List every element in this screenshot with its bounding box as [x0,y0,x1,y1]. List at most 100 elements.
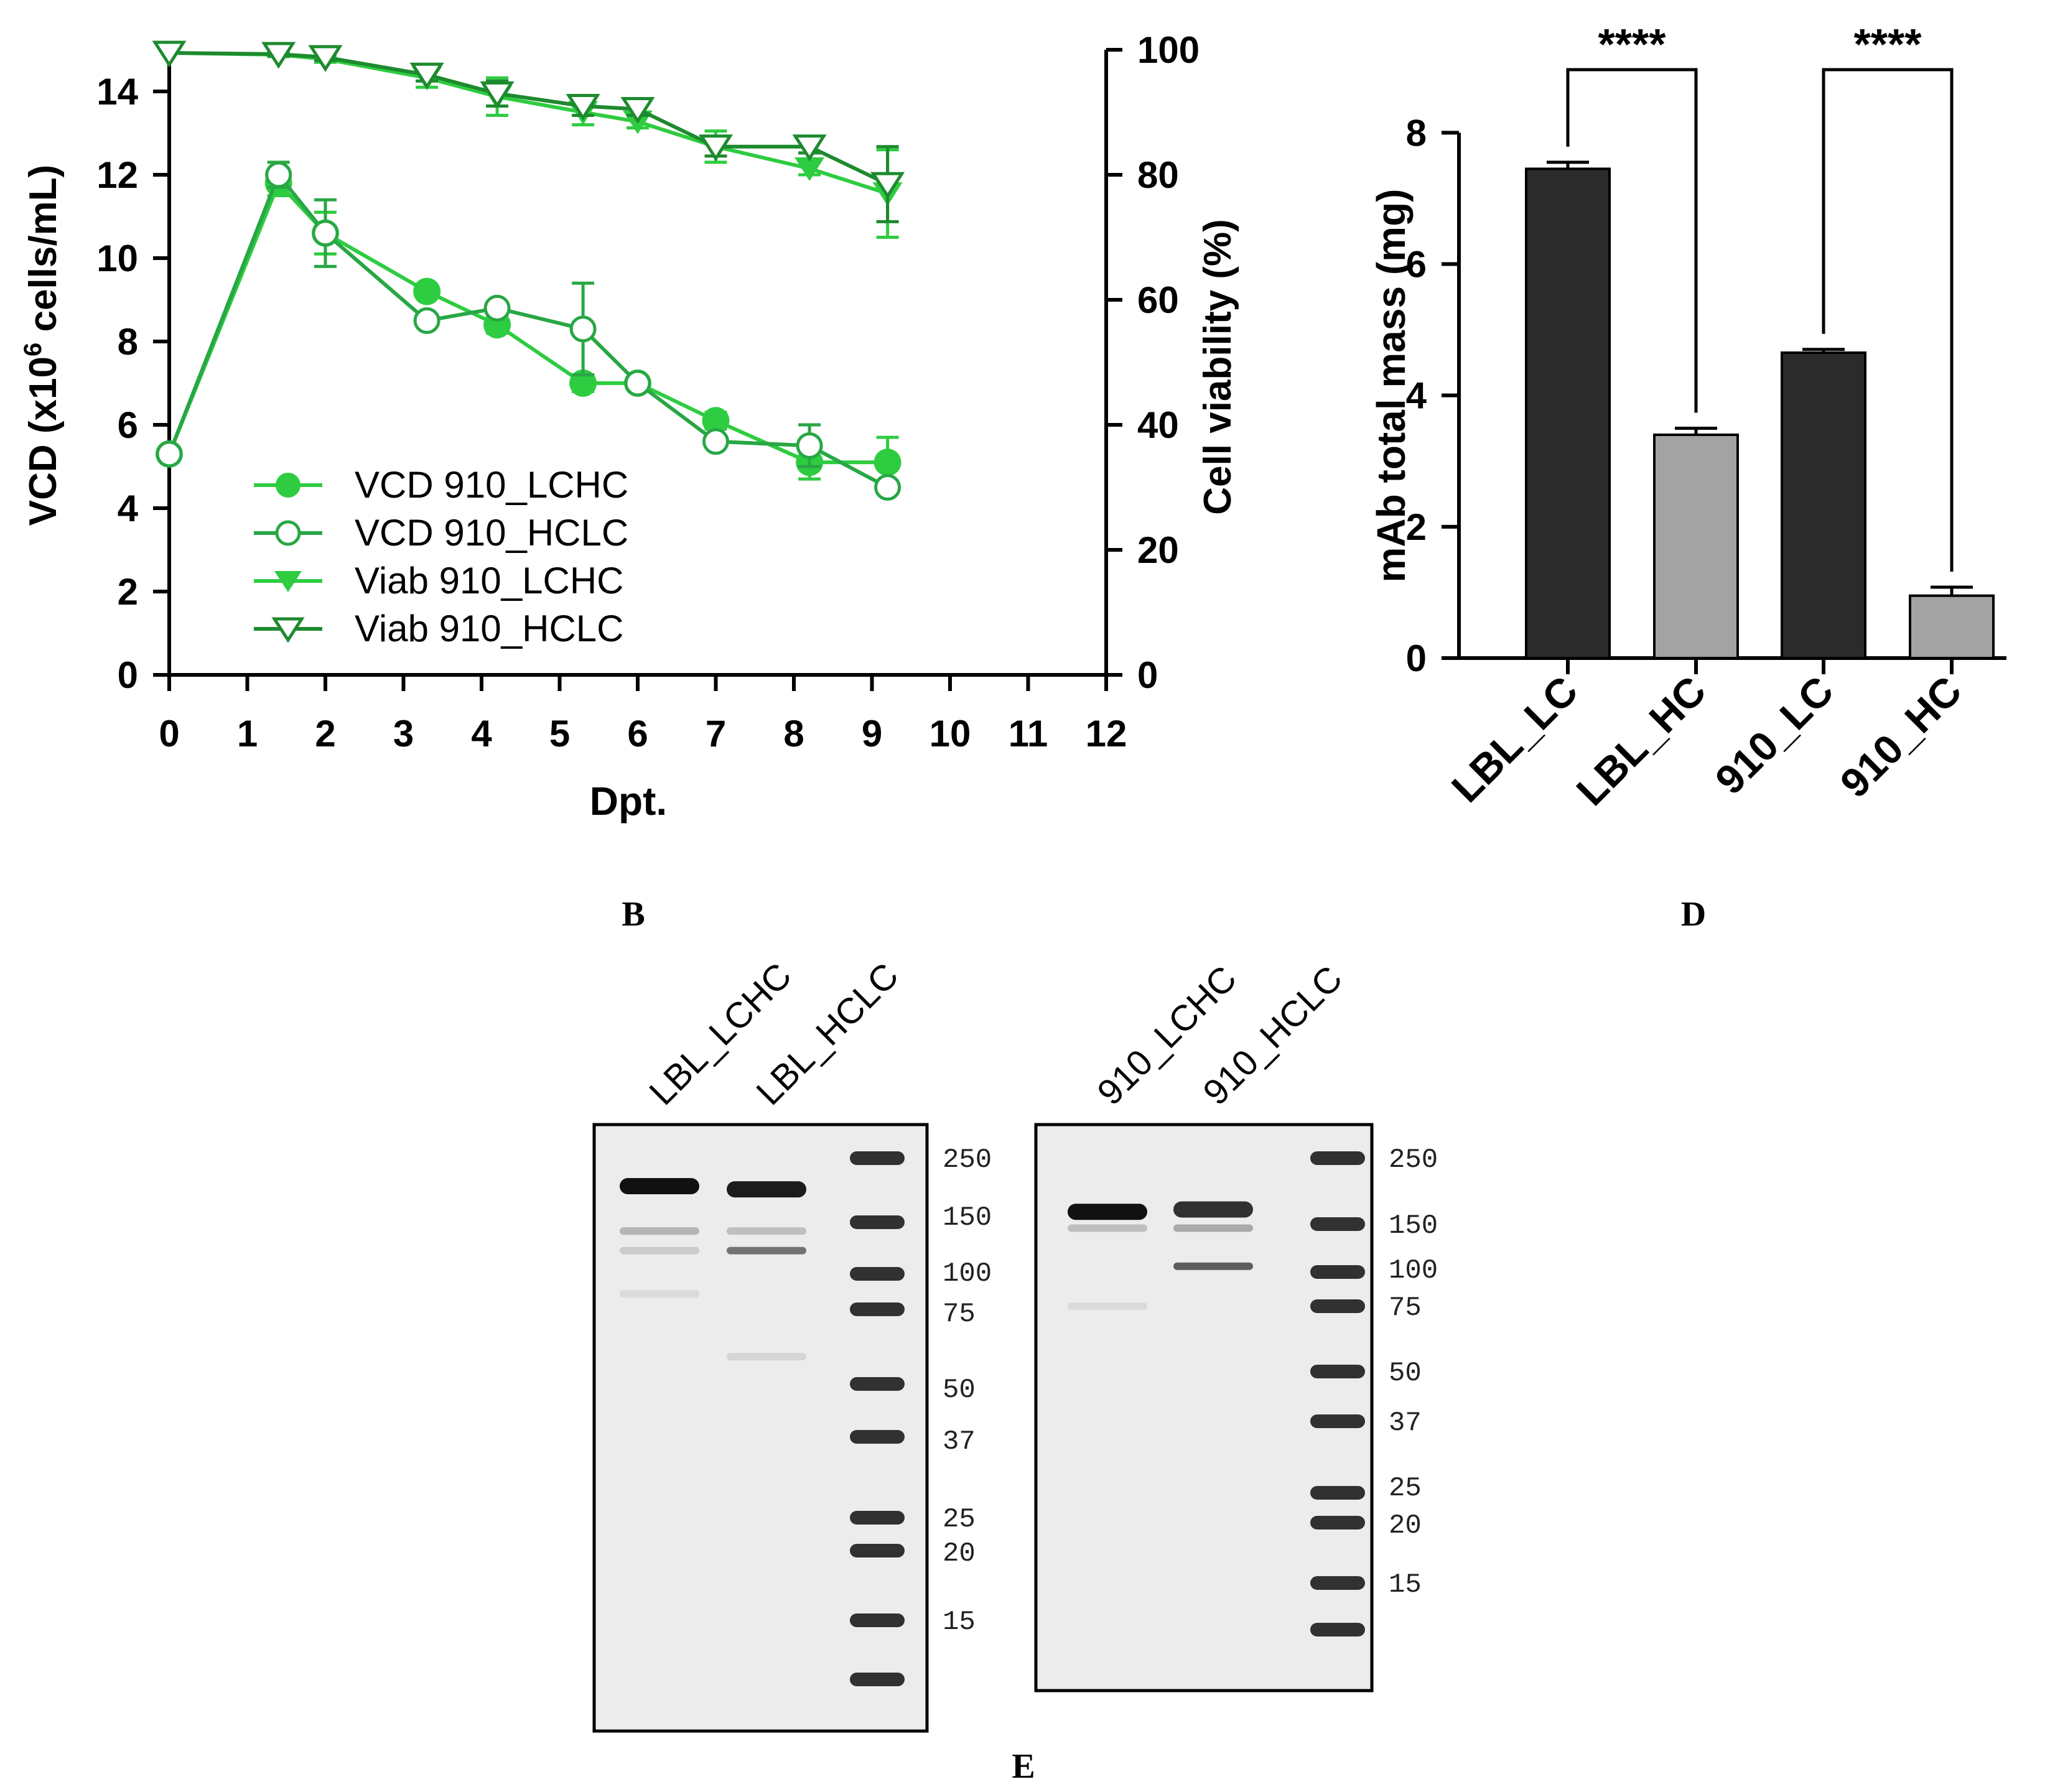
marker-label: 75 [943,1299,976,1330]
series-line [167,179,888,465]
ladder-band [850,1215,905,1229]
legend-label: Viab 910_HCLC [355,608,624,649]
data-point [480,81,515,108]
left-y-tick-label: 6 [118,404,138,446]
marker-label: 20 [1389,1510,1422,1541]
bar-lbl-lc [1525,167,1611,660]
x-tick-label: 11 [1009,713,1048,754]
series-line [167,171,889,490]
y-tick-label: 6 [1406,244,1427,286]
protein-band [620,1247,699,1255]
data-point [624,369,651,397]
panel-label-b: B [622,895,645,934]
left-y-tick-label: 8 [118,321,138,363]
ladder-band [1310,1217,1365,1231]
significance-label: **** [1854,20,1922,68]
data-point [874,474,902,501]
protein-band [727,1247,806,1255]
ladder-band [1310,1151,1365,1165]
x-tick-label: 0 [159,713,179,754]
legend-marker-triangle-open [271,617,305,643]
data-point [870,172,905,199]
data-point [874,448,902,476]
right-y-tick-label: 20 [1137,529,1179,571]
ladder-band [850,1673,905,1686]
data-point [261,42,296,69]
marker-label: 37 [943,1426,976,1457]
right-y-tick-label: 100 [1137,29,1200,71]
bar-910-hc [1909,594,1995,660]
marker-label: 25 [943,1504,976,1535]
legend-marker-triangle-filled [274,571,302,592]
data-point [698,134,734,162]
right-y-tick-label: 80 [1137,154,1179,196]
protein-band [620,1290,699,1298]
data-point [569,315,597,343]
right-y-tick-label: 40 [1137,404,1179,446]
marker-label: 100 [1389,1255,1438,1286]
y-tick-label: 2 [1406,506,1427,548]
legend-item-vcd-lchc: VCD 910_LCHC [254,464,628,506]
ladder-band [1310,1623,1365,1636]
ladder-band [1310,1265,1365,1279]
data-point [796,432,823,459]
ladder-band [850,1151,905,1165]
ladder-band [1310,1414,1365,1428]
data-point [702,407,730,435]
data-point [792,134,827,162]
marker-label: 50 [1389,1358,1422,1389]
protein-band [1173,1262,1253,1270]
data-point [308,45,343,72]
left-y-tick-label: 0 [118,654,138,696]
x-tick-label: 10 [929,713,971,754]
y-tick-label: 4 [1406,375,1427,417]
chart-b-right-y-label: Cell viability (%) [1196,219,1239,514]
legend-label: Viab 910_LCHC [355,560,624,601]
bar-lbl-hc [1653,434,1739,659]
ladder-band [850,1613,905,1627]
marker-label: 37 [1389,1408,1422,1439]
series-line [169,51,888,186]
chart-d-bars [1525,160,1995,660]
marker-label: 50 [943,1375,976,1406]
left-y-tick-label: 12 [96,154,138,196]
significance-label: **** [1598,20,1667,68]
marker-label: 15 [1389,1569,1422,1600]
significance-bracket [1822,68,1954,572]
protein-band [727,1181,806,1198]
legend-label: VCD 910_LCHC [355,464,628,506]
x-tick-label: 3 [393,713,414,754]
data-point [413,277,441,305]
left-y-tick-label: 14 [96,71,138,113]
legend-label: VCD 910_HCLC [355,512,628,554]
data-point [265,161,292,188]
chart-b-series [152,40,905,501]
x-tick-label: 5 [549,713,570,754]
legend-item-vcd-hclc: VCD 910_HCLC [254,512,628,554]
protein-band [1173,1201,1253,1218]
significance-bracket [1566,68,1698,413]
ladder-band [850,1430,905,1444]
ladder-band [850,1544,905,1558]
x-tick-label: 1 [237,713,258,754]
ladder-band [850,1267,905,1281]
x-tick-label: 7 [706,713,726,754]
marker-label: 150 [943,1202,992,1233]
chart-b-x-ticks: 0 1 2 3 4 5 6 7 8 9 10 11 12 [159,675,1127,754]
data-point [566,93,600,121]
data-point [413,307,440,334]
chart-b-x-label: Dpt. [590,779,667,824]
x-tick-label: 8 [783,713,804,754]
ladder-band [1310,1299,1365,1313]
chart-d-y-ticks: 0 2 4 6 8 [1406,112,1459,679]
marker-label: 20 [943,1538,976,1569]
chart-d-y-label: mAb total mass (mg) [1369,189,1414,583]
chart-b-left-y-label: VCD (x106 cells/mL) [19,165,65,526]
chart-b-legend: VCD 910_LCHC VCD 910_HCLC Viab 910_LCHC … [254,464,628,649]
left-y-tick-label: 2 [118,571,138,613]
series-viab-910-hclc [152,40,905,223]
protein-band [1173,1224,1253,1232]
x-tick-label: 4 [471,713,492,754]
chart-d-significance: **** **** [1566,20,1954,572]
